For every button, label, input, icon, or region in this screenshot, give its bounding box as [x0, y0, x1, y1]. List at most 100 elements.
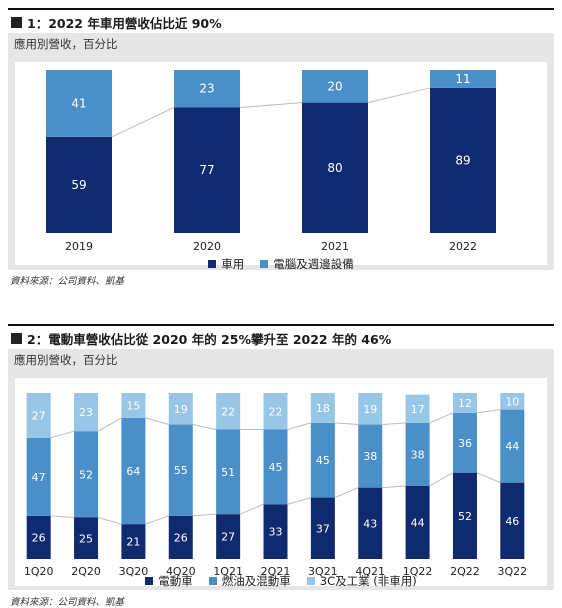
- x-tick-label-2q22: 2Q22: [450, 565, 480, 578]
- series-connector-line: [367, 87, 431, 104]
- bar-3q21-series-1: [310, 422, 335, 498]
- bar-2q22-series-0: [452, 472, 477, 559]
- data-label-4q20-series-2: 19: [174, 403, 188, 416]
- figure-2-source: 資料來源：公司資料、凱基: [10, 597, 125, 608]
- data-label-4q21-series-1: 38: [363, 450, 377, 463]
- series-connector-line: [334, 422, 359, 426]
- data-label-3q20-series-2: 15: [126, 399, 140, 412]
- figure-2-plot-area: 26 47 27 1Q20 25 52 23 2Q20 21 64 15 3Q20 26 55 19 4Q20…: [15, 378, 547, 586]
- bar-2q22-series-2: [452, 393, 477, 413]
- series-connector-line: [192, 513, 217, 517]
- series-connector-line: [429, 472, 454, 487]
- data-label-2q20-series-2: 23: [79, 406, 93, 419]
- figure-2-title-bar: 2：電動車營收佔比從 2020 年的 25%攀升至 2022 年的 46%: [8, 324, 554, 350]
- data-label-2019-series-0: 59: [71, 178, 86, 192]
- series-connector-line: [287, 422, 312, 431]
- data-label-2q22-series-0: 52: [458, 510, 472, 523]
- legend-item: 燃油及混動車: [208, 573, 291, 589]
- figure-1-legend: 車用 電腦及週邊設備: [8, 256, 554, 272]
- data-label-2022-series-1: 11: [455, 72, 470, 86]
- series-connector-line: [476, 409, 501, 414]
- figure-marker-icon: [11, 332, 22, 344]
- bar-1q22-series-2: [405, 394, 430, 423]
- figure-marker-icon: [11, 16, 22, 28]
- data-label-4q20-series-1: 55: [174, 464, 188, 477]
- bar-3q22-series-1: [500, 409, 525, 483]
- data-label-3q20-series-1: 64: [126, 465, 140, 478]
- x-tick-label-1q21: 1Q21: [213, 565, 243, 578]
- data-label-1q20-series-2: 27: [32, 409, 46, 422]
- data-label-2020-series-0: 77: [199, 163, 214, 177]
- data-label-1q22-series-2: 17: [411, 403, 425, 416]
- bar-2019-series-0: [46, 136, 112, 233]
- data-label-2021-series-0: 80: [327, 161, 342, 175]
- bar-2q21-series-1: [263, 429, 288, 505]
- data-label-2022-series-0: 89: [455, 153, 470, 167]
- bar-4q21-series-2: [358, 393, 383, 425]
- bar-1q22-series-1: [405, 422, 430, 486]
- data-label-3q22-series-2: 10: [505, 395, 519, 408]
- x-tick-label-1q22: 1Q22: [403, 565, 433, 578]
- series-connector-line: [382, 422, 406, 426]
- series-connector-line: [429, 412, 454, 424]
- bar-2q21-series-2: [263, 393, 288, 430]
- series-connector-line: [145, 515, 169, 525]
- legend-swatch: [260, 260, 269, 268]
- bar-3q21-series-0: [310, 497, 335, 559]
- legend-swatch: [208, 260, 217, 268]
- data-label-2020-series-1: 23: [199, 82, 214, 96]
- bar-3q20-series-1: [121, 417, 146, 525]
- legend-item: 電腦及週邊設備: [260, 256, 354, 272]
- figure-1-title-bar: 1：2022 年車用營收佔比近 90%: [8, 8, 554, 34]
- bar-4q20-series-1: [168, 424, 193, 516]
- x-tick-label-1q20: 1Q20: [24, 565, 54, 578]
- data-label-3q21-series-1: 45: [316, 454, 330, 467]
- series-connector-line: [50, 430, 75, 439]
- bar-1q20-series-0: [26, 515, 51, 559]
- legend-swatch: [145, 577, 154, 585]
- figure-1: 1：2022 年車用營收佔比近 90% 應用別營收，百分比 59 41 2019 77…: [8, 8, 554, 290]
- x-tick-label-2020: 2020: [193, 240, 221, 253]
- figure-1-unit-label: 應用別營收，百分比: [14, 37, 118, 51]
- series-connector-line: [239, 503, 264, 515]
- data-label-4q20-series-0: 26: [174, 531, 188, 544]
- data-label-3q22-series-1: 44: [505, 440, 519, 453]
- series-connector-line: [97, 517, 122, 525]
- legend-label: 電腦及週邊設備: [273, 257, 354, 271]
- bar-2021-series-0: [302, 102, 368, 233]
- legend-item: 電動車: [145, 573, 193, 589]
- legend-swatch: [306, 577, 315, 585]
- bar-3q22-series-2: [500, 393, 525, 410]
- series-connector-line: [50, 515, 75, 518]
- series-connector-line: [111, 107, 175, 138]
- bar-1q20-series-1: [26, 437, 51, 516]
- bar-3q21-series-2: [310, 393, 335, 423]
- bar-1q21-series-2: [216, 393, 241, 430]
- bar-2020-series-1: [174, 70, 240, 108]
- data-label-1q21-series-2: 22: [221, 405, 235, 418]
- x-tick-label-2022: 2022: [449, 240, 477, 253]
- x-tick-label-4q21: 4Q21: [355, 565, 385, 578]
- data-label-1q21-series-0: 27: [221, 531, 235, 544]
- series-connector-line: [97, 417, 122, 432]
- data-label-3q21-series-2: 18: [316, 402, 330, 415]
- figure-2-unit-label: 應用別營收，百分比: [14, 353, 118, 367]
- x-tick-label-2021: 2021: [321, 240, 349, 253]
- bar-2q20-series-1: [74, 431, 99, 518]
- bar-1q22-series-0: [405, 485, 430, 559]
- figure-1-title: 1：2022 年車用營收佔比近 90%: [27, 15, 222, 31]
- data-label-3q21-series-0: 37: [316, 522, 330, 535]
- data-label-2q20-series-1: 52: [79, 468, 93, 481]
- x-tick-label-2019: 2019: [65, 240, 93, 253]
- figure-1-panel: 應用別營收，百分比 59 41 2019 77 23 2020 80 20 2021 89 11 20…: [8, 33, 554, 272]
- figure-1-plot-area: 59 41 2019 77 23 2020 80 20 2021 89 11 2022: [15, 62, 547, 265]
- bar-3q20-series-0: [121, 524, 146, 559]
- series-connector-line: [145, 417, 169, 426]
- x-tick-label-3q21: 3Q21: [308, 565, 338, 578]
- data-label-2019-series-1: 41: [71, 96, 86, 110]
- data-label-4q21-series-0: 43: [363, 517, 377, 530]
- bar-3q22-series-0: [500, 482, 525, 559]
- x-tick-label-2q20: 2Q20: [71, 565, 101, 578]
- series-connector-line: [239, 102, 303, 108]
- data-label-2q21-series-2: 22: [269, 405, 283, 418]
